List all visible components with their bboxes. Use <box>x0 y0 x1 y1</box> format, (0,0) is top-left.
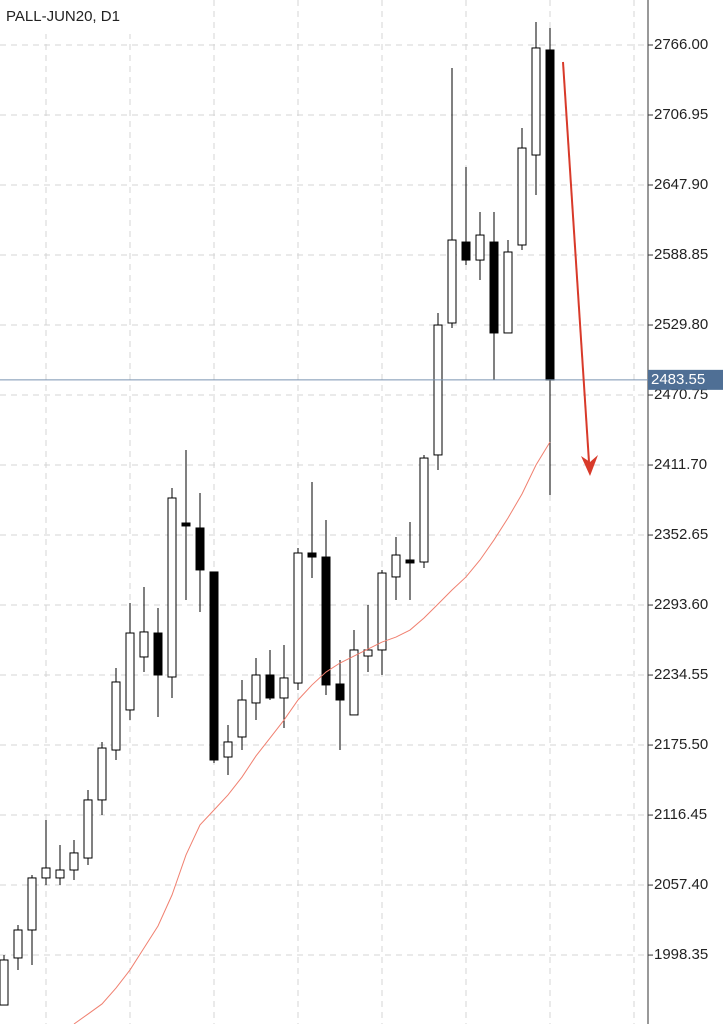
title-bg <box>0 0 150 34</box>
candle-body <box>125 632 135 711</box>
candle-body <box>475 234 485 261</box>
y-tick-label: 2116.45 <box>654 806 707 823</box>
candle-body <box>433 324 443 456</box>
plot: 1998.35 2057.40 2116.45 2175.50 2234.55 2293.… <box>0 22 723 1024</box>
candle-body <box>97 747 107 801</box>
y-tick-label: 2647.90 <box>654 176 708 193</box>
y-tick-label: 1998.35 <box>654 946 708 963</box>
y-tick-label: 2470.75 <box>654 386 708 403</box>
candle-body <box>223 741 233 758</box>
y-tick-label: 2234.55 <box>654 666 708 683</box>
candle-body <box>167 497 177 678</box>
candle-body <box>363 649 373 657</box>
arrow-shaft <box>562 61 590 463</box>
y-tick-label: 2766.00 <box>654 36 708 53</box>
moving-average-line <box>73 441 551 1024</box>
candle-body <box>55 869 65 879</box>
candle-body <box>419 457 429 563</box>
candle-body <box>181 522 191 527</box>
y-tick-label: 2057.40 <box>654 876 708 893</box>
candle-body <box>489 241 499 334</box>
candle-body <box>69 852 79 871</box>
y-tick-label: 2293.60 <box>654 596 708 613</box>
y-tick-label: 2529.80 <box>654 316 708 333</box>
candle-body <box>503 251 513 334</box>
candle-body <box>349 649 359 716</box>
candle-body <box>195 527 205 571</box>
candle-body <box>391 554 401 578</box>
candle-body <box>237 699 247 738</box>
candle-body <box>447 239 457 324</box>
candle-body <box>251 674 261 704</box>
candle-body <box>209 571 219 761</box>
candle-body <box>41 867 51 879</box>
annotation-arrow <box>562 61 598 476</box>
y-tick-label: 2706.95 <box>654 106 708 123</box>
candle-body <box>377 572 387 651</box>
candle-body <box>111 681 121 751</box>
candle-body <box>0 959 9 1006</box>
candle-body <box>139 631 149 658</box>
candle-body <box>13 929 23 959</box>
arrow-head <box>581 455 598 476</box>
candle-body <box>545 49 555 381</box>
candle-body <box>83 799 93 859</box>
y-tick-label: 2411.70 <box>654 456 707 473</box>
candle-body <box>461 241 471 261</box>
current-price-label: 2483.55 <box>651 371 705 388</box>
candle-body <box>293 552 303 684</box>
candle-body <box>27 877 37 931</box>
candle-body <box>265 674 275 699</box>
candle-body <box>335 683 345 701</box>
candle-body <box>307 552 317 558</box>
candle-body <box>321 556 331 686</box>
y-tick-label: 2352.65 <box>654 526 708 543</box>
candle-body <box>153 632 163 676</box>
candle-body <box>405 559 415 564</box>
candle-body <box>531 47 541 156</box>
chart-title: PALL-JUN20, D1 <box>6 8 120 25</box>
y-tick-label: 2175.50 <box>654 736 708 753</box>
current-price-box <box>648 369 723 390</box>
y-tick-label: 2588.85 <box>654 246 708 263</box>
candle-body <box>517 147 527 246</box>
candle-body <box>279 677 289 699</box>
